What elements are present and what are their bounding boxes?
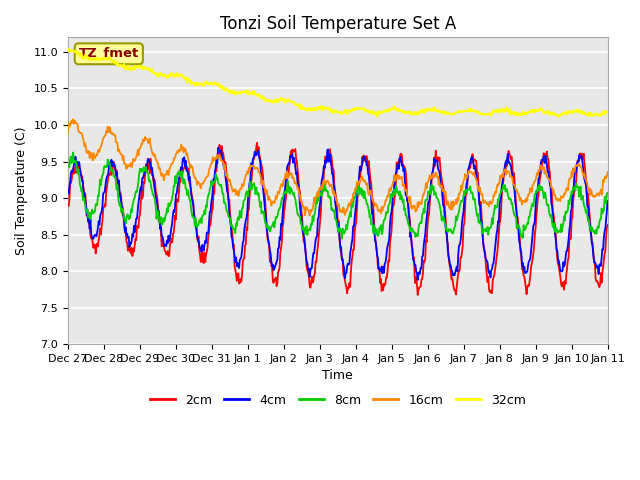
Title: Tonzi Soil Temperature Set A: Tonzi Soil Temperature Set A [220, 15, 456, 33]
Y-axis label: Soil Temperature (C): Soil Temperature (C) [15, 127, 28, 255]
Text: TZ_fmet: TZ_fmet [79, 47, 139, 60]
X-axis label: Time: Time [323, 370, 353, 383]
Legend: 2cm, 4cm, 8cm, 16cm, 32cm: 2cm, 4cm, 8cm, 16cm, 32cm [145, 388, 531, 411]
